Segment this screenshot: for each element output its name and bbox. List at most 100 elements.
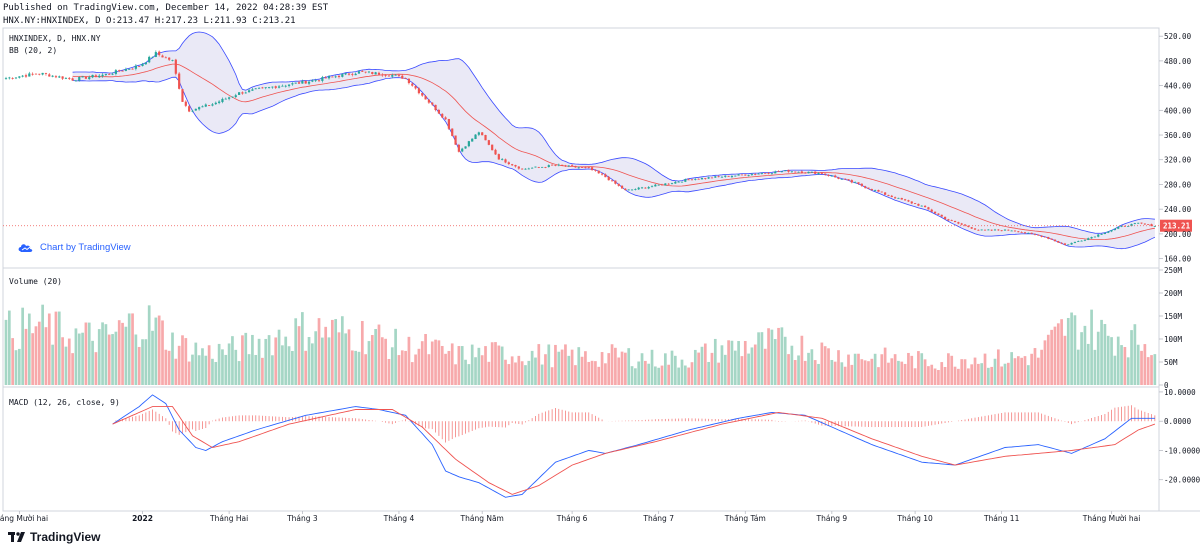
- candle-body: [71, 78, 74, 81]
- candle-body: [31, 73, 34, 75]
- volume-pane-title: Volume (20): [9, 277, 62, 286]
- candle-body: [164, 57, 167, 59]
- volume-bar: [574, 365, 577, 385]
- candle-body: [11, 77, 14, 79]
- volume-bar: [247, 354, 251, 385]
- candle-body: [910, 201, 913, 204]
- candle-body: [68, 77, 71, 79]
- candle-body: [770, 173, 773, 175]
- volume-bar: [657, 367, 661, 385]
- volume-bar: [720, 345, 724, 385]
- candle-body: [757, 173, 760, 175]
- volume-bar: [1153, 354, 1157, 385]
- volume-bar: [197, 355, 201, 385]
- volume-bar: [57, 311, 61, 385]
- candle-body: [1137, 222, 1140, 224]
- candle-body: [854, 182, 857, 184]
- tradingview-cloud-icon: [18, 244, 33, 252]
- volume-bar: [277, 329, 281, 385]
- candle-body: [527, 168, 530, 170]
- volume-bar: [950, 355, 954, 385]
- volume-bar: [261, 357, 264, 385]
- candle-body: [750, 174, 754, 175]
- volume-bar: [660, 365, 664, 385]
- volume-bar: [863, 360, 867, 385]
- volume-bars: [4, 304, 1157, 385]
- candle-body: [923, 205, 927, 208]
- candle-body: [777, 171, 780, 172]
- candle-body: [897, 197, 900, 199]
- candle-body: [913, 203, 917, 204]
- candle-body: [1153, 226, 1156, 227]
- volume-bar: [201, 348, 204, 385]
- candle-body: [184, 101, 187, 106]
- candle-body: [491, 144, 494, 151]
- price-axis-label: 280.00: [1164, 180, 1192, 189]
- volume-bar: [84, 322, 88, 385]
- volume-bar: [177, 345, 181, 385]
- volume-bar: [64, 346, 68, 385]
- chart-by-tradingview-link[interactable]: Chart by TradingView: [18, 242, 131, 253]
- candle-body: [810, 171, 813, 173]
- candle-body: [610, 180, 614, 182]
- volume-bar: [797, 355, 800, 385]
- candle-body: [943, 216, 947, 220]
- volume-bar: [1070, 312, 1073, 385]
- candle-body: [274, 86, 277, 88]
- volume-bar: [1023, 356, 1027, 385]
- time-axis-label: Tháng 9: [816, 514, 848, 523]
- candle-body: [427, 99, 431, 103]
- candle-body: [1047, 236, 1050, 239]
- volume-bar: [214, 361, 218, 385]
- candle-body: [680, 181, 684, 183]
- macd-pane-frame: [2, 386, 1160, 512]
- volume-bar: [340, 316, 344, 385]
- candle-body: [264, 87, 267, 89]
- candle-body: [517, 166, 520, 169]
- candle-body: [917, 203, 920, 206]
- candle-body: [94, 75, 98, 78]
- candle-body: [254, 88, 257, 90]
- volume-bar: [47, 313, 51, 385]
- volume-bar: [893, 354, 897, 385]
- volume-bar: [490, 342, 494, 385]
- volume-bar: [450, 343, 454, 385]
- volume-bar: [440, 345, 444, 385]
- volume-bar: [164, 349, 168, 385]
- volume-bar: [500, 346, 504, 385]
- candle-body: [827, 174, 830, 176]
- volume-bar: [474, 357, 477, 385]
- candle-body: [91, 74, 94, 78]
- candle-body: [188, 106, 191, 112]
- candle-body: [947, 219, 950, 221]
- candle-body: [171, 59, 174, 61]
- price-axis-label: 240.00: [1164, 205, 1192, 214]
- volume-bar: [31, 333, 34, 385]
- volume-bar: [763, 348, 767, 385]
- candle-body: [940, 214, 943, 217]
- volume-bar: [903, 363, 907, 385]
- tradingview-logo-text[interactable]: TradingView: [30, 529, 101, 544]
- volume-bar: [777, 327, 780, 385]
- volume-bar: [107, 334, 111, 385]
- candle-body: [1023, 232, 1027, 234]
- candle-body: [727, 175, 730, 177]
- volume-bar: [1053, 326, 1057, 385]
- volume-bar: [870, 358, 874, 385]
- candle-body: [321, 77, 324, 81]
- volume-bar: [267, 335, 271, 385]
- volume-bar: [537, 344, 541, 385]
- candle-body: [1093, 236, 1097, 238]
- volume-bar: [530, 350, 534, 385]
- volume-bar: [827, 348, 830, 385]
- bb-basis-line: [72, 63, 1155, 240]
- volume-bar: [717, 362, 720, 385]
- candle-body: [860, 183, 863, 186]
- candle-body: [18, 76, 21, 78]
- volume-bar: [650, 349, 654, 385]
- volume-bar: [1036, 357, 1040, 385]
- candle-body: [251, 89, 254, 91]
- candle-body: [151, 56, 154, 58]
- time-axis-label: Tháng 10: [896, 514, 933, 523]
